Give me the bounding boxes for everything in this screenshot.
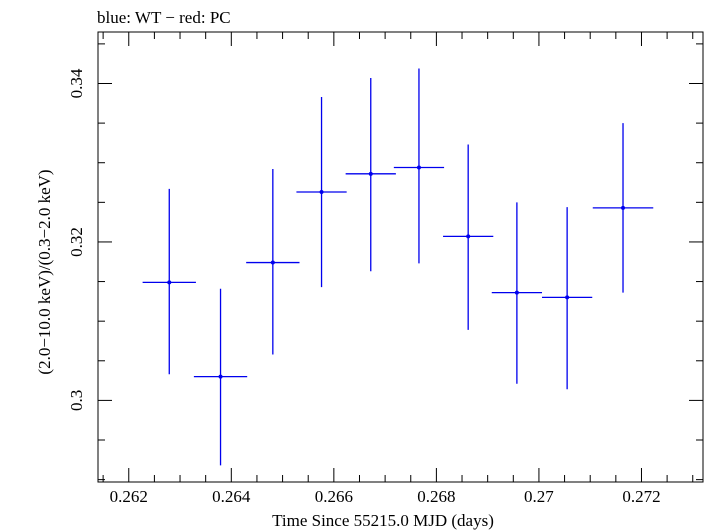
point-marker — [466, 234, 471, 239]
data-point — [193, 288, 248, 466]
plot-frame — [97, 31, 704, 483]
y-ticks: 0.3 0.32 0.34 — [67, 43, 703, 481]
x-tick-label: 0.268 — [417, 487, 455, 506]
y-tick-label: 0.34 — [67, 68, 86, 98]
data-point — [542, 207, 593, 390]
x-axis-label: Time Since 55215.0 MJD (days) — [272, 511, 494, 530]
y-axis-label: (2.0−10.0 keV)/(0.3−2.0 keV) — [35, 169, 54, 374]
y-tick-label: 0.32 — [67, 227, 86, 257]
point-marker — [319, 190, 324, 195]
data-point — [345, 77, 396, 272]
point-marker — [514, 290, 519, 295]
chart-title: blue: WT − red: PC — [97, 8, 231, 27]
y-tick-label: 0.3 — [67, 390, 86, 411]
x-tick-label: 0.27 — [524, 487, 554, 506]
data-point — [296, 96, 347, 288]
point-marker — [416, 165, 421, 170]
data-point — [142, 188, 196, 375]
data-point — [491, 202, 543, 384]
x-ticks: 0.262 0.264 0.266 0.268 0.27 0.272 — [102, 32, 694, 506]
x-tick-label: 0.264 — [212, 487, 251, 506]
point-marker — [167, 280, 172, 285]
x-tick-label: 0.266 — [315, 487, 353, 506]
data-point — [246, 169, 300, 355]
point-marker — [218, 374, 223, 379]
point-marker — [368, 171, 373, 176]
data-point — [393, 68, 445, 264]
point-marker — [565, 295, 570, 300]
point-marker — [621, 205, 626, 210]
x-tick-label: 0.272 — [622, 487, 660, 506]
data-point — [443, 144, 494, 330]
series-layer — [142, 68, 654, 466]
data-point — [592, 123, 654, 293]
x-tick-label: 0.262 — [110, 487, 148, 506]
point-marker — [270, 260, 275, 265]
